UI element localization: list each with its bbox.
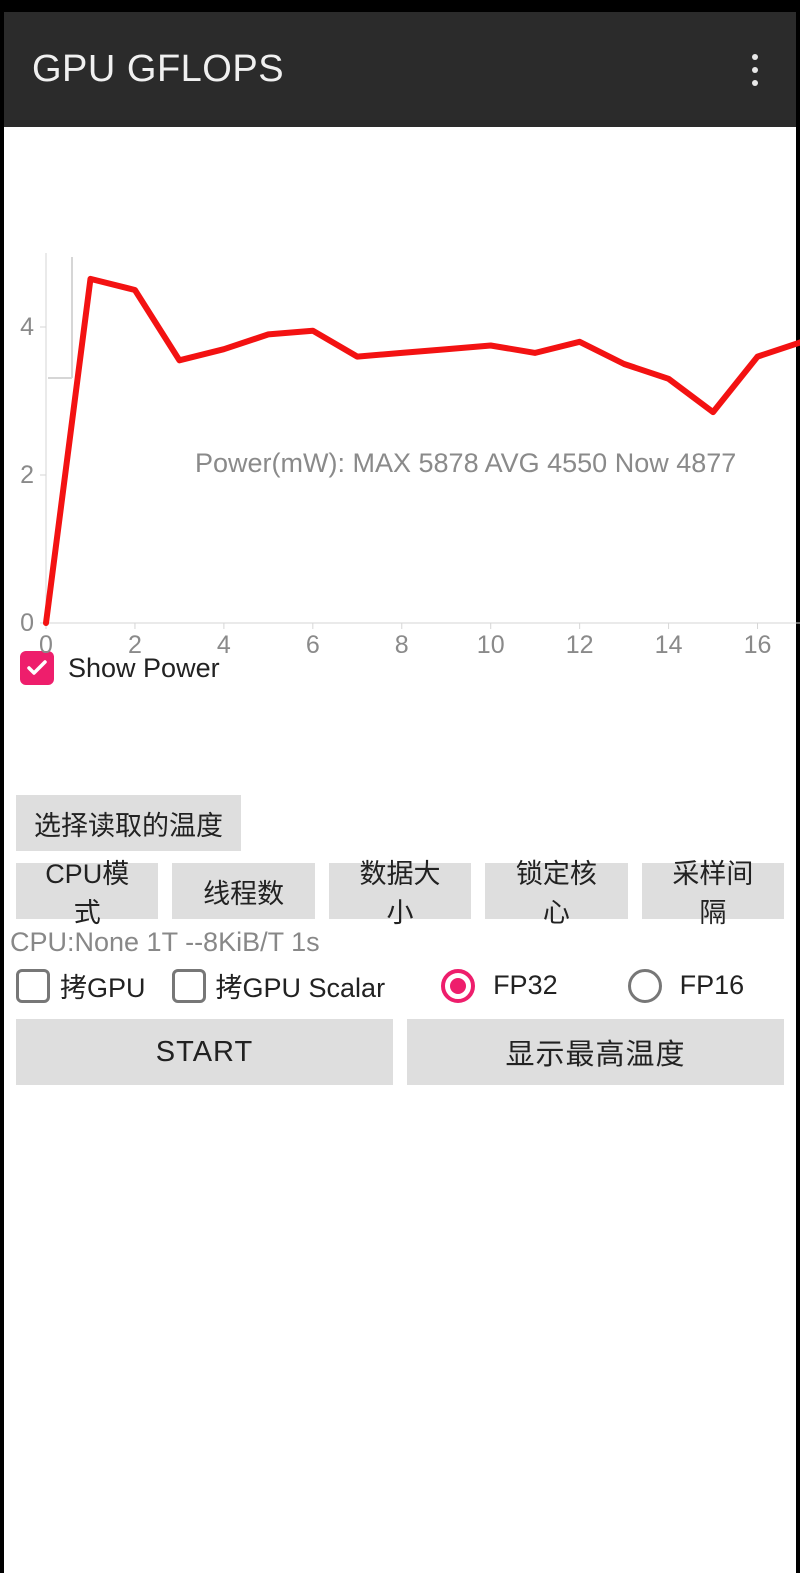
fp16-label: FP16 bbox=[680, 970, 745, 1001]
fp16-radio[interactable] bbox=[628, 969, 662, 1003]
svg-text:10: 10 bbox=[477, 631, 505, 653]
bake-gpu-label: 拷GPU bbox=[60, 966, 146, 1005]
svg-text:2: 2 bbox=[128, 631, 142, 653]
svg-text:0: 0 bbox=[39, 631, 53, 653]
fp32-label: FP32 bbox=[493, 970, 558, 1001]
svg-text:4: 4 bbox=[217, 631, 231, 653]
start-button[interactable]: START bbox=[16, 1019, 393, 1085]
data-size-button[interactable]: 数据大小 bbox=[329, 863, 471, 919]
svg-text:16: 16 bbox=[744, 631, 772, 653]
lock-core-button[interactable]: 锁定核心 bbox=[485, 863, 627, 919]
threads-button[interactable]: 线程数 bbox=[172, 863, 314, 919]
show-max-temp-button[interactable]: 显示最高温度 bbox=[407, 1019, 784, 1085]
svg-text:4: 4 bbox=[20, 313, 34, 341]
app-title: GPU GFLOPS bbox=[32, 48, 284, 91]
fp32-radio[interactable] bbox=[441, 969, 475, 1003]
status-bar bbox=[4, 0, 796, 12]
svg-text:6: 6 bbox=[306, 631, 320, 653]
bake-gpu-scalar-checkbox[interactable] bbox=[172, 969, 206, 1003]
power-chart: 0 2 4 0 2 4 6 8 10 12 14 16 Power(mW): MAX 5878 AVG… bbox=[10, 133, 790, 653]
show-power-row[interactable]: Show Power bbox=[10, 651, 790, 685]
cpu-mode-button[interactable]: CPU模式 bbox=[16, 863, 158, 919]
svg-text:8: 8 bbox=[395, 631, 409, 653]
sample-interval-button[interactable]: 采样间隔 bbox=[642, 863, 784, 919]
show-power-label: Show Power bbox=[68, 653, 220, 684]
more-icon[interactable] bbox=[742, 44, 768, 96]
bake-gpu-scalar-label: 拷GPU Scalar bbox=[216, 966, 386, 1005]
svg-text:12: 12 bbox=[566, 631, 594, 653]
select-temp-button[interactable]: 选择读取的温度 bbox=[16, 795, 241, 851]
bake-gpu-checkbox[interactable] bbox=[16, 969, 50, 1003]
svg-text:14: 14 bbox=[655, 631, 683, 653]
svg-text:2: 2 bbox=[20, 461, 34, 489]
app-bar: GPU GFLOPS bbox=[4, 12, 796, 127]
power-readout: Power(mW): MAX 5878 AVG 4550 Now 4877 bbox=[195, 448, 736, 479]
show-power-checkbox[interactable] bbox=[20, 651, 54, 685]
svg-text:0: 0 bbox=[20, 609, 34, 637]
